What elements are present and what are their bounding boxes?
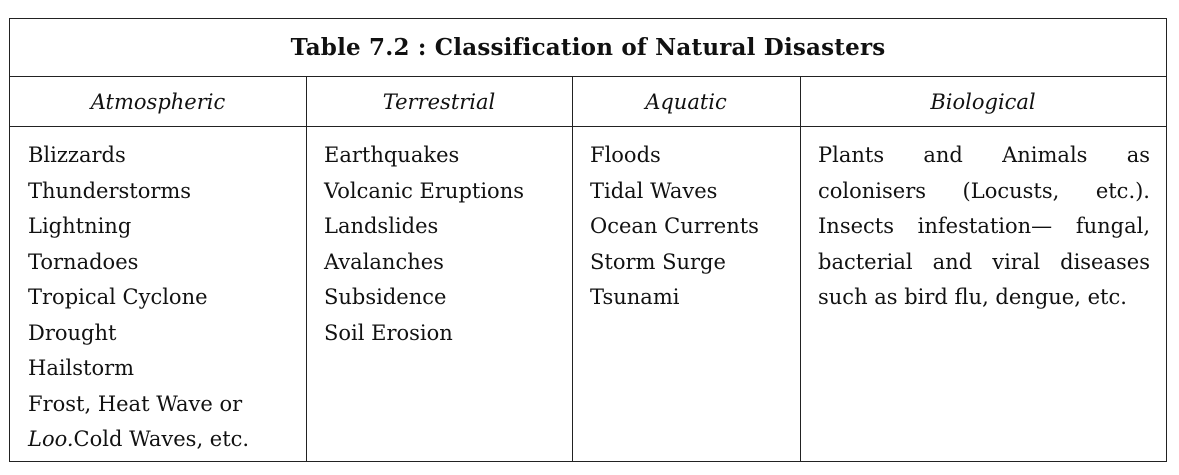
column-divider bbox=[800, 77, 801, 461]
header-biological: Biological bbox=[930, 89, 1036, 114]
column-divider bbox=[306, 77, 307, 461]
table-header-row: Atmospheric Terrestrial Aquatic Biologic… bbox=[10, 77, 1166, 127]
list-item: Tsunami bbox=[590, 285, 680, 309]
list-item: Hailstorm bbox=[28, 356, 135, 380]
cold-waves-text: Cold Waves, etc. bbox=[73, 427, 250, 451]
list-item: Volcanic Eruptions bbox=[324, 178, 524, 203]
header-atmospheric: Atmospheric bbox=[90, 89, 226, 114]
header-aquatic: Aquatic bbox=[645, 89, 727, 114]
list-item: Landslides bbox=[324, 214, 439, 238]
list-item: Drought bbox=[28, 320, 117, 345]
table-title: Table 7.2 : Classification of Natural Di… bbox=[290, 34, 886, 61]
column-aquatic: Floods Tidal Waves Ocean Currents Storm … bbox=[572, 127, 800, 461]
column-biological: Plants and Animals as colonisers (Locust… bbox=[800, 127, 1166, 461]
table-title-row: Table 7.2 : Classification of Natural Di… bbox=[10, 19, 1166, 77]
list-item: Earthquakes bbox=[324, 143, 460, 167]
column-atmospheric: Blizzards Thunderstorms Lightning Tornad… bbox=[10, 127, 306, 461]
disaster-classification-table: Table 7.2 : Classification of Natural Di… bbox=[9, 18, 1167, 462]
column-divider bbox=[572, 77, 573, 461]
list-item: Soil Erosion bbox=[324, 320, 453, 345]
list-item: Lightning bbox=[28, 214, 132, 238]
list-item: Floods bbox=[590, 143, 661, 167]
list-item: Tropical Cyclone bbox=[28, 285, 208, 309]
list-item: Storm Surge bbox=[590, 249, 726, 274]
list-item: Tornadoes bbox=[28, 249, 139, 274]
aquatic-list: Floods Tidal Waves Ocean Currents Storm … bbox=[590, 138, 759, 316]
header-terrestrial: Terrestrial bbox=[382, 89, 496, 114]
list-item: Avalanches bbox=[324, 249, 444, 274]
terrestrial-list: Earthquakes Volcanic Eruptions Landslide… bbox=[324, 138, 524, 351]
list-item: Tidal Waves bbox=[590, 178, 718, 203]
list-item: Ocean Currents bbox=[590, 214, 759, 238]
column-terrestrial: Earthquakes Volcanic Eruptions Landslide… bbox=[306, 127, 572, 461]
list-item: Thunderstorms bbox=[28, 178, 192, 203]
list-item: Loo.Cold Waves, etc. bbox=[28, 422, 249, 458]
list-item: Subsidence bbox=[324, 285, 447, 309]
biological-description: Plants and Animals as colonisers (Locust… bbox=[818, 143, 1150, 309]
loo-term: Loo. bbox=[28, 427, 74, 451]
list-item: Blizzards bbox=[28, 143, 126, 167]
list-item: Frost, Heat Wave or bbox=[28, 391, 243, 416]
atmospheric-list: Blizzards Thunderstorms Lightning Tornad… bbox=[28, 138, 249, 458]
table-body-row: Blizzards Thunderstorms Lightning Tornad… bbox=[10, 127, 1166, 461]
